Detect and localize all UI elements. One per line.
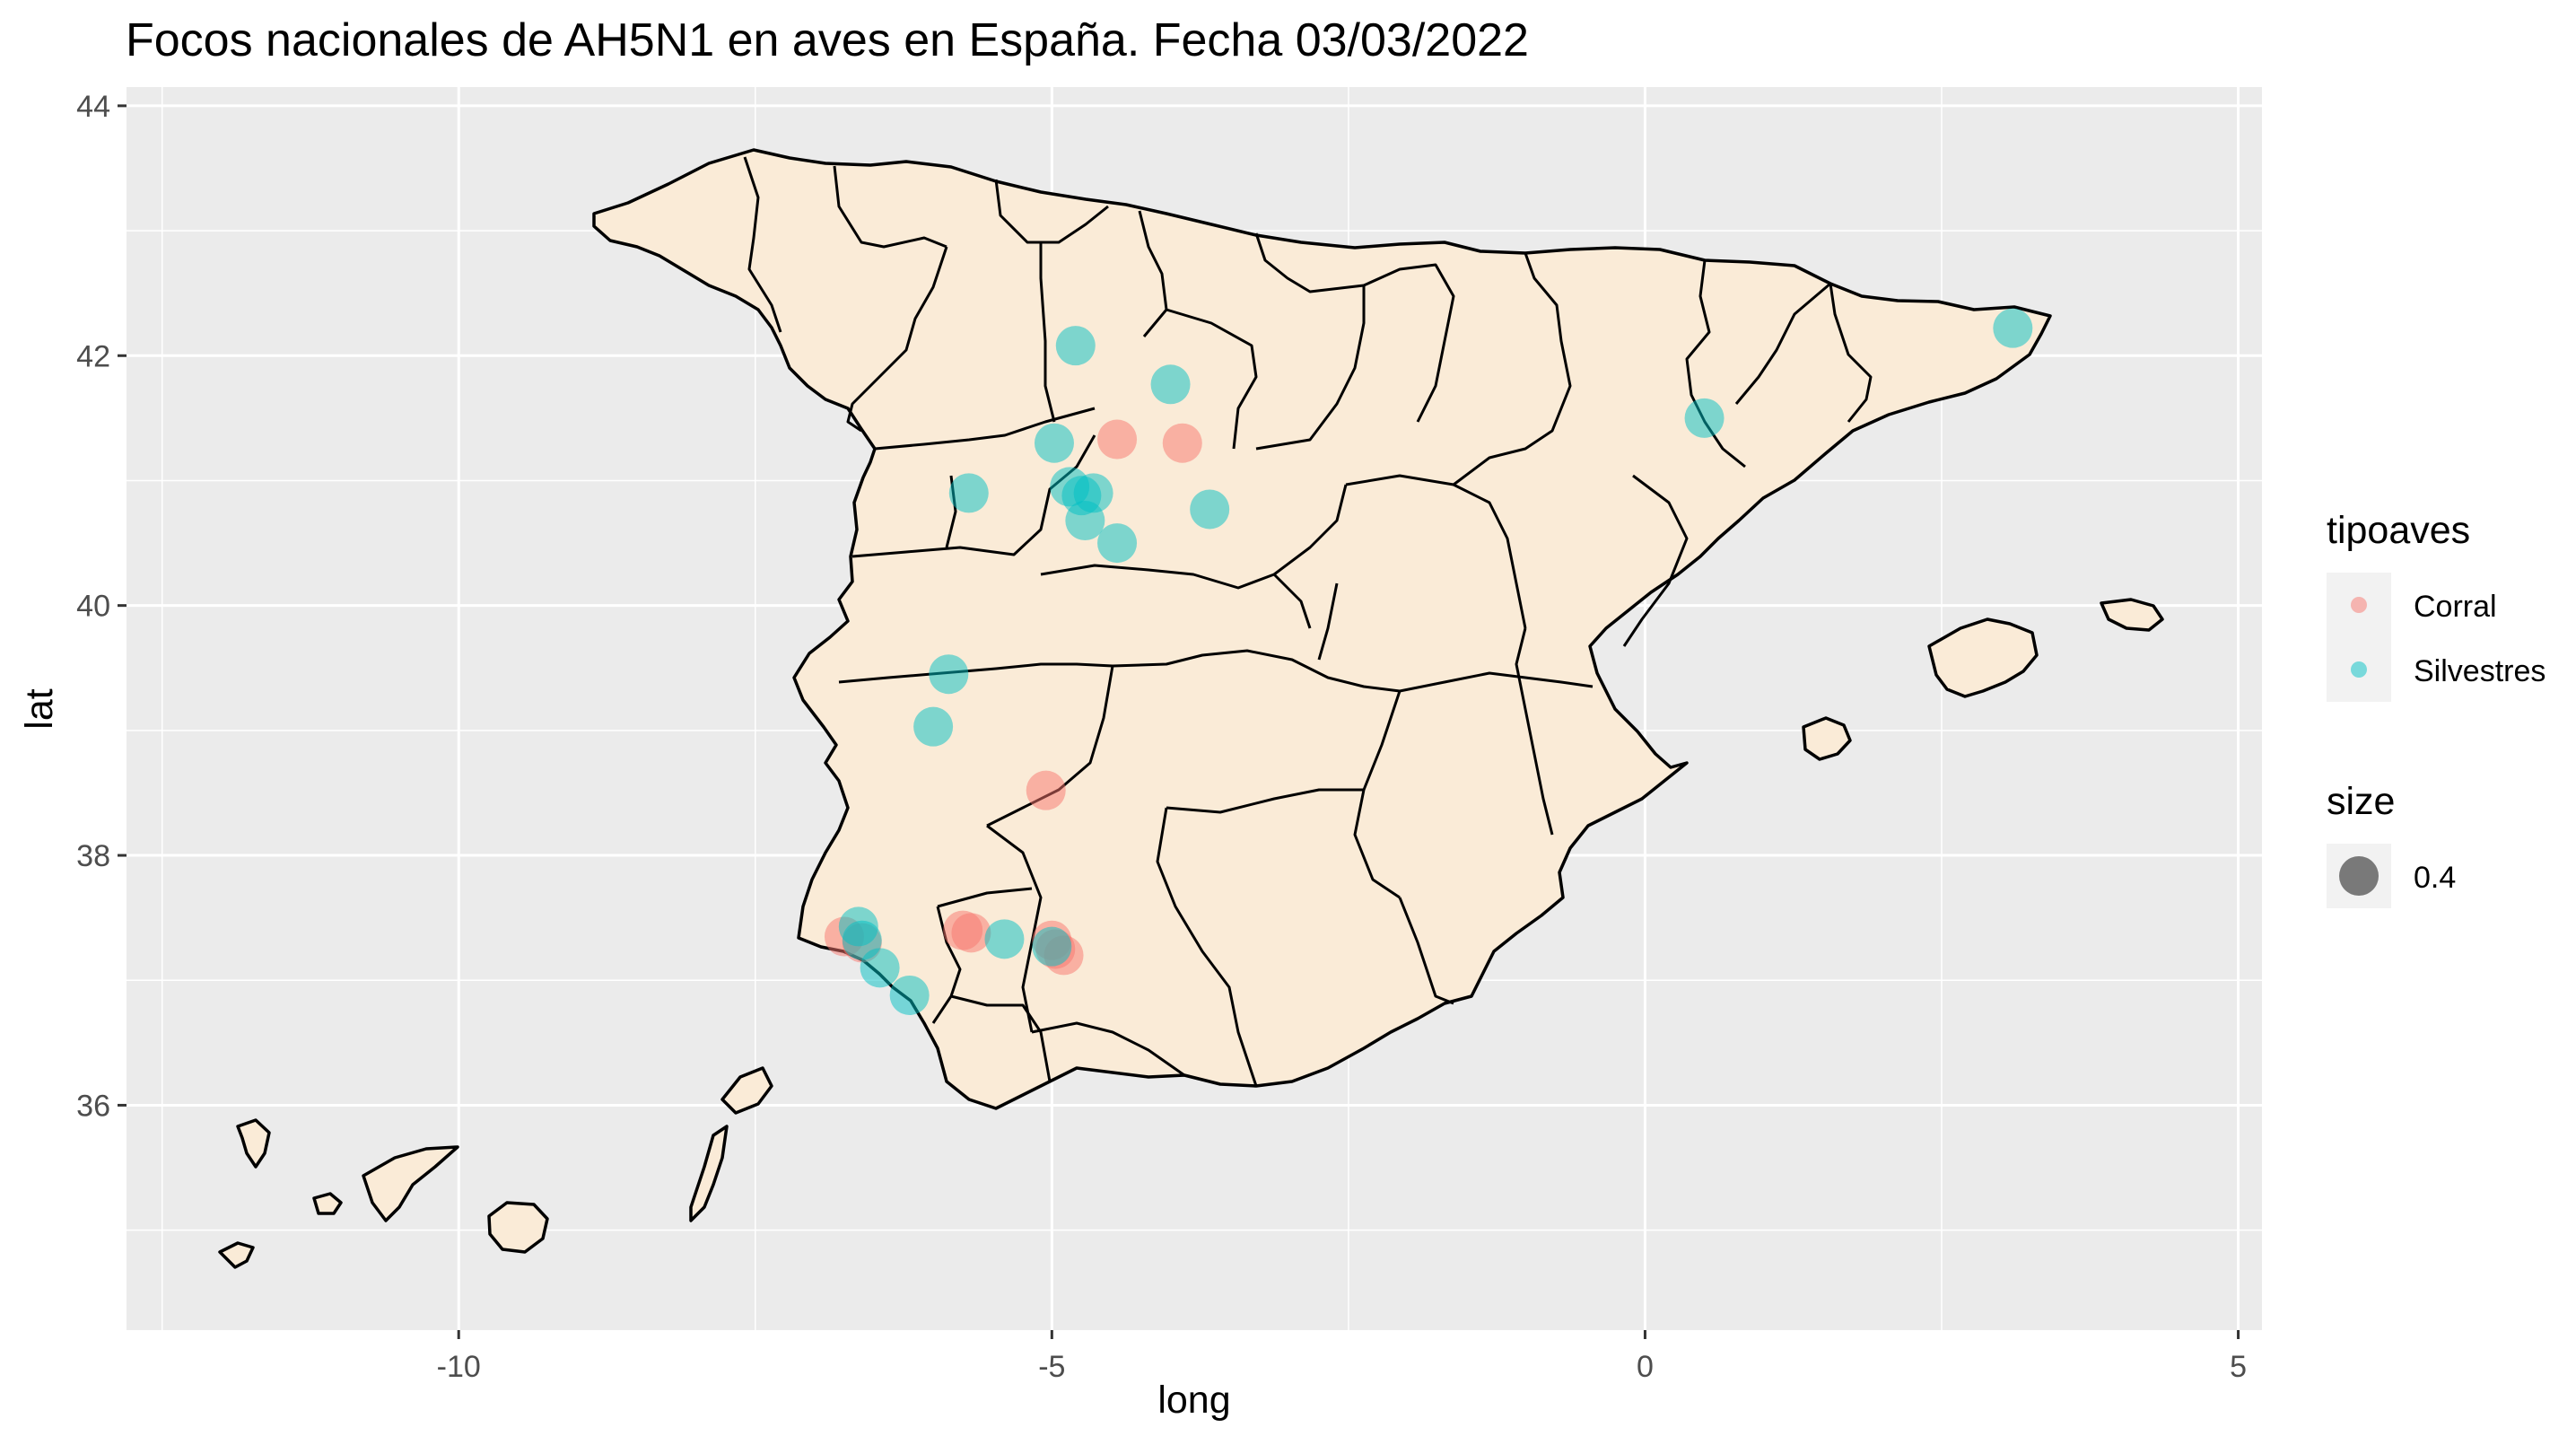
legend-key-silvestres bbox=[2351, 661, 2367, 678]
outbreak-point-silvestres bbox=[1190, 489, 1230, 530]
tenerife-shape bbox=[362, 1145, 459, 1222]
legend-label-size: 0.4 bbox=[2414, 861, 2456, 895]
y-tick-label: 38 bbox=[76, 839, 110, 873]
legend-key-size bbox=[2339, 856, 2379, 896]
legend-title-color: tipoaves bbox=[2327, 509, 2470, 552]
ibiza-shape bbox=[1802, 716, 1852, 761]
legend-label-silvestres: Silvestres bbox=[2414, 654, 2545, 688]
gran-canaria-shape bbox=[487, 1201, 549, 1254]
outbreak-points bbox=[824, 308, 2033, 1015]
outbreak-point-silvestres bbox=[889, 975, 930, 1015]
outbreak-point-corral bbox=[1026, 770, 1066, 810]
outbreak-point-silvestres bbox=[1065, 501, 1105, 541]
outbreak-point-silvestres bbox=[860, 948, 900, 988]
x-tick-label: 0 bbox=[1637, 1350, 1654, 1384]
outbreak-point-silvestres bbox=[984, 919, 1025, 959]
outbreak-point-silvestres bbox=[1684, 398, 1725, 438]
y-tick-label: 42 bbox=[76, 339, 110, 373]
province-borders bbox=[743, 156, 1873, 1087]
legend: tipoaves Corral Silvestres size 0.4 bbox=[2327, 509, 2545, 908]
lanzarote-shape bbox=[720, 1066, 773, 1115]
legend-label-corral: Corral bbox=[2414, 590, 2497, 624]
outbreak-point-silvestres bbox=[1034, 423, 1074, 463]
x-tick-label: -10 bbox=[437, 1350, 481, 1384]
mallorca-shape bbox=[1927, 617, 2039, 698]
outbreak-point-silvestres bbox=[948, 473, 989, 513]
outbreak-point-silvestres bbox=[1150, 364, 1191, 405]
x-tick-label: -5 bbox=[1038, 1350, 1065, 1384]
menorca-shape bbox=[2100, 598, 2164, 632]
x-tick-label: 5 bbox=[2230, 1350, 2247, 1384]
outbreak-point-silvestres bbox=[1055, 326, 1096, 366]
legend-key-corral bbox=[2351, 597, 2367, 613]
spain-provinces-map bbox=[218, 148, 2164, 1269]
outbreak-point-silvestres bbox=[1993, 308, 2033, 348]
la-gomera-shape bbox=[312, 1192, 343, 1215]
y-axis: 36 38 40 42 44 bbox=[76, 90, 127, 1123]
y-axis-title: lat bbox=[18, 688, 61, 729]
legend-title-size: size bbox=[2327, 780, 2395, 823]
peninsula-shape bbox=[592, 148, 2052, 1110]
outbreak-point-silvestres bbox=[1032, 926, 1072, 967]
outbreak-point-silvestres bbox=[929, 654, 969, 695]
x-axis-title: long bbox=[1157, 1379, 1230, 1422]
outbreak-point-silvestres bbox=[913, 706, 954, 747]
la-palma-shape bbox=[236, 1118, 271, 1169]
outbreak-point-silvestres bbox=[1097, 523, 1138, 564]
el-hierro-shape bbox=[218, 1241, 255, 1269]
outbreak-point-corral bbox=[951, 913, 991, 953]
outbreak-point-corral bbox=[1162, 423, 1202, 463]
y-tick-label: 44 bbox=[76, 90, 110, 124]
fuerteventura-shape bbox=[689, 1125, 729, 1222]
x-axis: -10 -5 0 5 bbox=[437, 1330, 2247, 1384]
outbreak-point-corral bbox=[1097, 419, 1138, 460]
chart-title: Focos nacionales de AH5N1 en aves en Esp… bbox=[126, 14, 1529, 66]
y-tick-label: 36 bbox=[76, 1089, 110, 1123]
y-tick-label: 40 bbox=[76, 590, 110, 624]
